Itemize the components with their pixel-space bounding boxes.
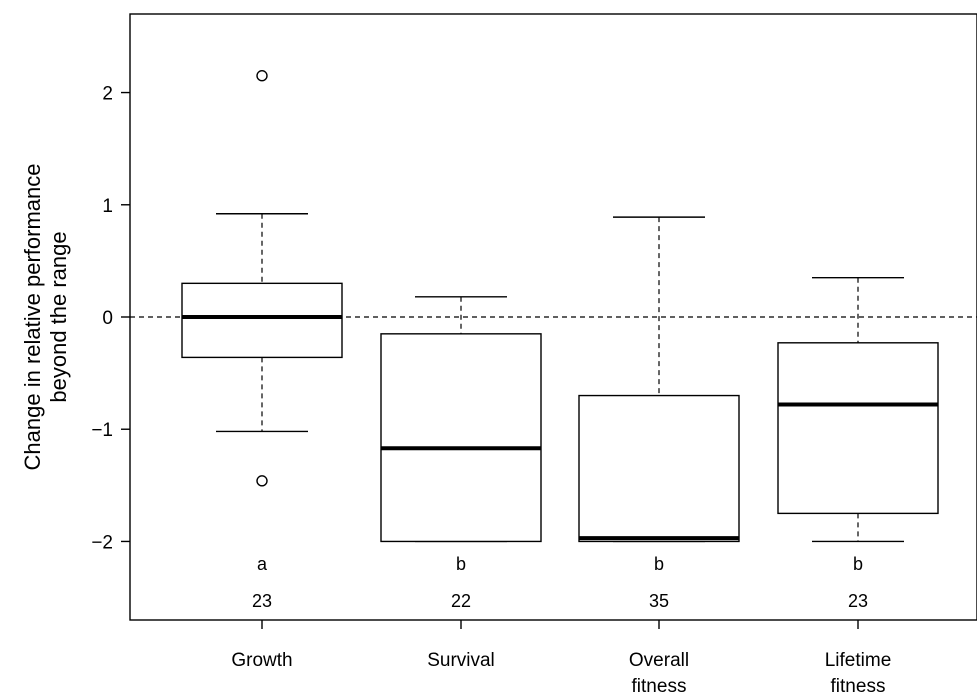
box-iqr: [777, 342, 939, 515]
sample-size: 35: [649, 591, 669, 611]
y-tick-label: 0: [102, 308, 113, 329]
x-category-label: fitness: [632, 676, 687, 697]
y-axis-title-line: beyond the range: [46, 231, 71, 402]
box-3: [578, 216, 740, 543]
y-axis-title: Change in relative performancebeyond the…: [20, 164, 71, 471]
group-letter: b: [654, 554, 664, 574]
box-iqr: [578, 394, 740, 543]
box-iqr: [181, 282, 343, 359]
y-tick-label: −1: [91, 420, 113, 441]
group-letter: b: [456, 554, 466, 574]
box-iqr: [380, 333, 542, 543]
sample-size: 23: [252, 591, 272, 611]
y-tick-label: −2: [91, 532, 113, 553]
sample-size: 23: [848, 591, 868, 611]
x-category-label: Overall: [629, 650, 689, 671]
y-axis-title-line: Change in relative performance: [20, 164, 45, 471]
box-1: [181, 70, 343, 487]
box-2: [380, 296, 542, 543]
x-category-label: fitness: [831, 676, 886, 697]
y-tick-label: 2: [102, 84, 113, 105]
group-letter: b: [853, 554, 863, 574]
outlier-point: [256, 70, 268, 82]
sample-size: 22: [451, 591, 471, 611]
x-category-label: Survival: [427, 650, 495, 671]
box-4: [777, 277, 939, 543]
x-category-label: Growth: [231, 650, 292, 671]
group-letter: a: [257, 554, 268, 574]
y-tick-label: 1: [102, 196, 113, 217]
x-category-label: Lifetime: [825, 650, 892, 671]
outlier-point: [256, 475, 268, 487]
